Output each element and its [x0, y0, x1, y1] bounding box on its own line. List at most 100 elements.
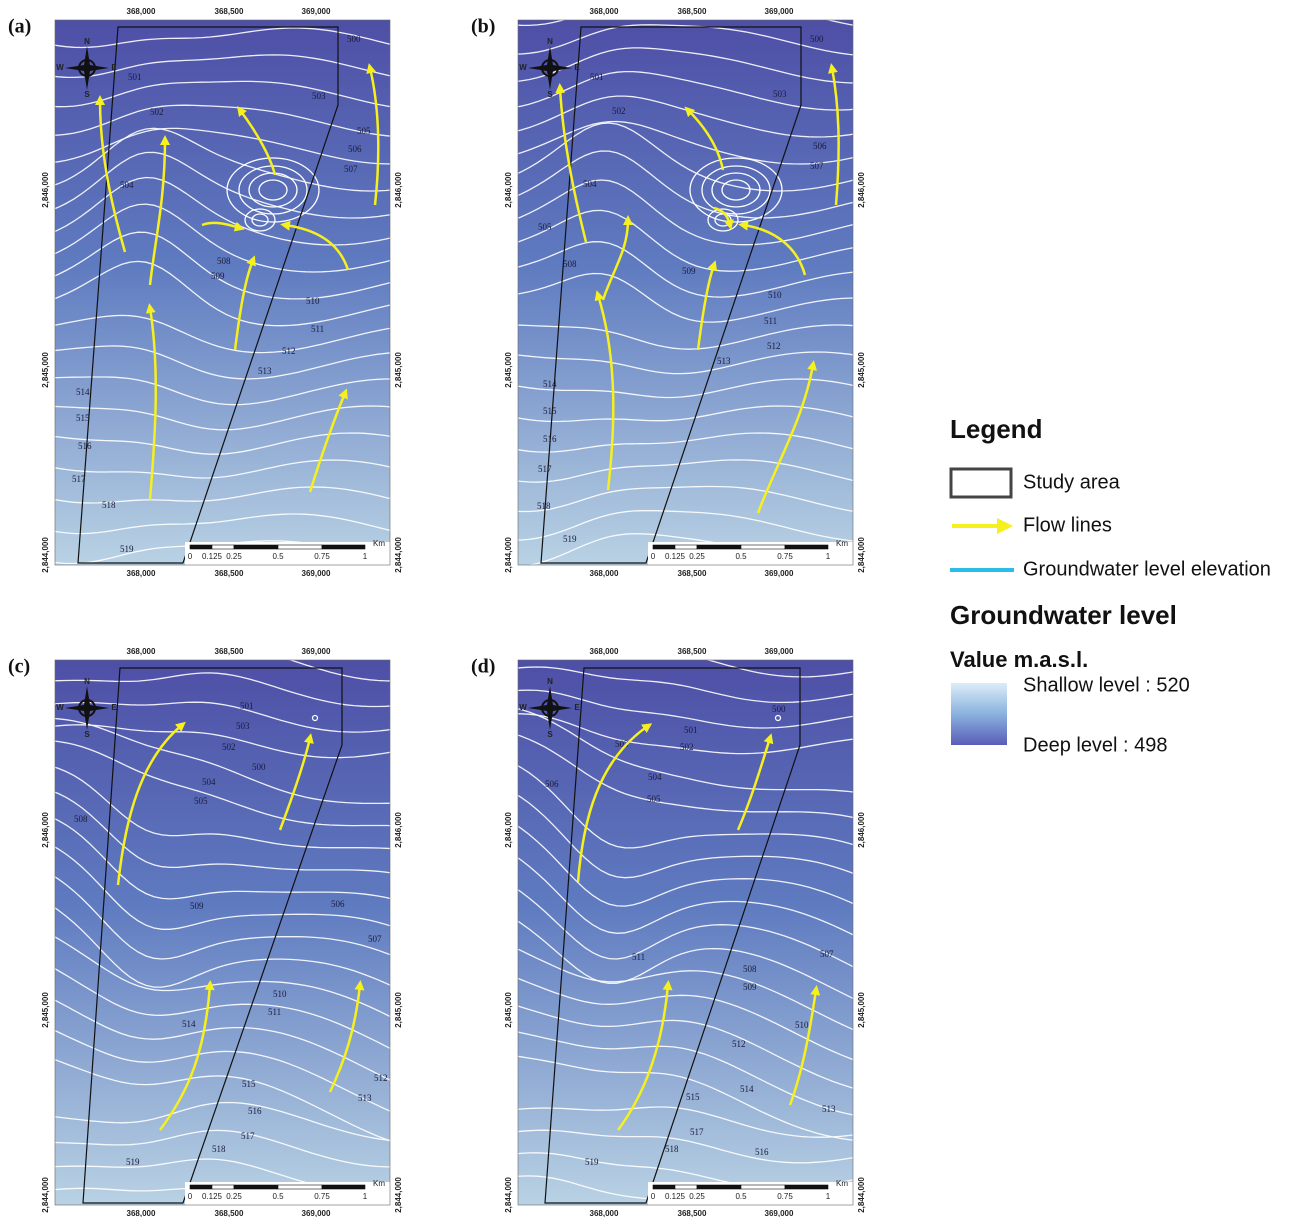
scale-bar-segment [675, 545, 697, 549]
contour-label: 506 [348, 144, 362, 154]
compass-letter: E [111, 63, 117, 72]
scale-bar-segment [278, 1185, 322, 1189]
compass-letter: N [547, 37, 553, 46]
x-tick-label: 369,000 [302, 7, 331, 16]
contour-label: 502 [680, 742, 694, 752]
panel-label: (b) [471, 16, 495, 38]
x-tick-label: 368,500 [678, 7, 707, 16]
y-tick-label: 2,844,000 [41, 537, 50, 573]
scale-bar-label: 0.5 [272, 552, 284, 561]
scale-bar-label: 1 [826, 552, 831, 561]
compass-letter: S [84, 90, 90, 99]
scale-bar-unit: Km [373, 1179, 385, 1188]
y-tick-label: 2,844,000 [504, 537, 513, 573]
contour-label: 517 [690, 1127, 704, 1137]
scale-bar-segment [653, 545, 675, 549]
panel-label: (a) [8, 16, 31, 38]
scale-bar-label: 0.25 [689, 552, 705, 561]
contour-label: 504 [120, 180, 134, 190]
contour-label: 504 [202, 777, 216, 787]
compass-letter: S [547, 90, 553, 99]
contour-label: 508 [217, 256, 231, 266]
scale-bar-segment [234, 1185, 278, 1189]
scale-bar-label: 1 [363, 1192, 368, 1201]
y-tick-label: 2,845,000 [857, 352, 866, 388]
legend-subtitle: Groundwater level [950, 600, 1177, 630]
map-area: 5005015025035045055065075085095105115125… [50, 1, 394, 565]
contour-label: 509 [682, 266, 696, 276]
gradient-swatch [951, 683, 1007, 745]
study-area-swatch [951, 469, 1011, 497]
contour-label: 513 [358, 1093, 372, 1103]
x-tick-label: 368,000 [127, 569, 156, 578]
contour-label: 517 [538, 464, 552, 474]
y-tick-label: 2,844,000 [394, 1177, 403, 1213]
x-tick-label: 368,000 [127, 647, 156, 656]
contour-label: 519 [585, 1157, 599, 1167]
contour-label: 508 [743, 964, 757, 974]
scale-bar-label: 0 [188, 1192, 193, 1201]
contour-label: 517 [241, 1131, 255, 1141]
map-area: 5005015025035045055065075085095105115125… [50, 644, 394, 1217]
x-tick-label: 368,000 [127, 7, 156, 16]
scale-bar-label: 0.25 [226, 552, 242, 561]
legend-label: Study area [1023, 471, 1121, 493]
compass-letter: E [111, 703, 117, 712]
contour-label: 503 [773, 89, 787, 99]
contour-label: 512 [374, 1073, 388, 1083]
contour-label: 513 [258, 366, 272, 376]
compass-letter: E [574, 63, 580, 72]
scale-bar-segment [322, 1185, 365, 1189]
x-tick-label: 368,000 [590, 1209, 619, 1217]
contour-label: 519 [126, 1157, 140, 1167]
scale-bar-label: 0 [651, 552, 656, 561]
y-tick-label: 2,846,000 [41, 812, 50, 848]
compass-letter: W [519, 703, 527, 712]
contour-label: 516 [543, 434, 557, 444]
scale-bar-segment [653, 1185, 675, 1189]
compass-letter: S [84, 730, 90, 739]
scale-bar-segment [697, 545, 741, 549]
contour-label: 501 [684, 725, 698, 735]
contour-label: 504 [648, 772, 662, 782]
contour-label: 505 [357, 126, 371, 136]
scale-bar-label: 0.75 [777, 1192, 793, 1201]
contour-label: 509 [190, 901, 204, 911]
contour-label: 514 [182, 1019, 196, 1029]
scale-bar-segment [278, 545, 322, 549]
contour-label: 512 [732, 1039, 746, 1049]
scale-bar-label: 0.5 [735, 1192, 747, 1201]
scale-bar-unit: Km [836, 539, 848, 548]
scale-bar-label: 1 [363, 552, 368, 561]
contour-label: 514 [740, 1084, 754, 1094]
x-tick-label: 368,500 [678, 647, 707, 656]
scale-bar-label: 0.75 [314, 552, 330, 561]
map-panel: (c)5005015025035045055065075085095105115… [8, 644, 403, 1217]
contour-label: 519 [120, 544, 134, 554]
scale-bar-label: 1 [826, 1192, 831, 1201]
x-tick-label: 368,000 [590, 647, 619, 656]
contour-label: 500 [772, 704, 786, 714]
y-tick-label: 2,845,000 [504, 352, 513, 388]
contour-label: 511 [632, 952, 645, 962]
map-area: 5005015025035045055065075085095105115125… [513, 1, 857, 570]
compass-letter: W [56, 63, 64, 72]
scale-bar-label: 0 [651, 1192, 656, 1201]
contour-label: 512 [767, 341, 781, 351]
scale-bar-label: 0.75 [777, 552, 793, 561]
y-tick-label: 2,844,000 [41, 1177, 50, 1213]
compass-letter: S [547, 730, 553, 739]
legend-subtitle: Value m.a.s.l. [950, 647, 1088, 672]
x-tick-label: 368,500 [215, 7, 244, 16]
scale-bar-label: 0.75 [314, 1192, 330, 1201]
contour-label: 502 [150, 107, 164, 117]
contour-label: 511 [311, 324, 324, 334]
contour-label: 500 [252, 762, 266, 772]
contour-label: 516 [248, 1106, 262, 1116]
contour-label: 507 [810, 161, 824, 171]
scale-bar-segment [190, 545, 212, 549]
contour-label: 506 [545, 779, 559, 789]
y-tick-label: 2,846,000 [394, 172, 403, 208]
contour-label: 506 [813, 141, 827, 151]
contour-label: 508 [74, 814, 88, 824]
